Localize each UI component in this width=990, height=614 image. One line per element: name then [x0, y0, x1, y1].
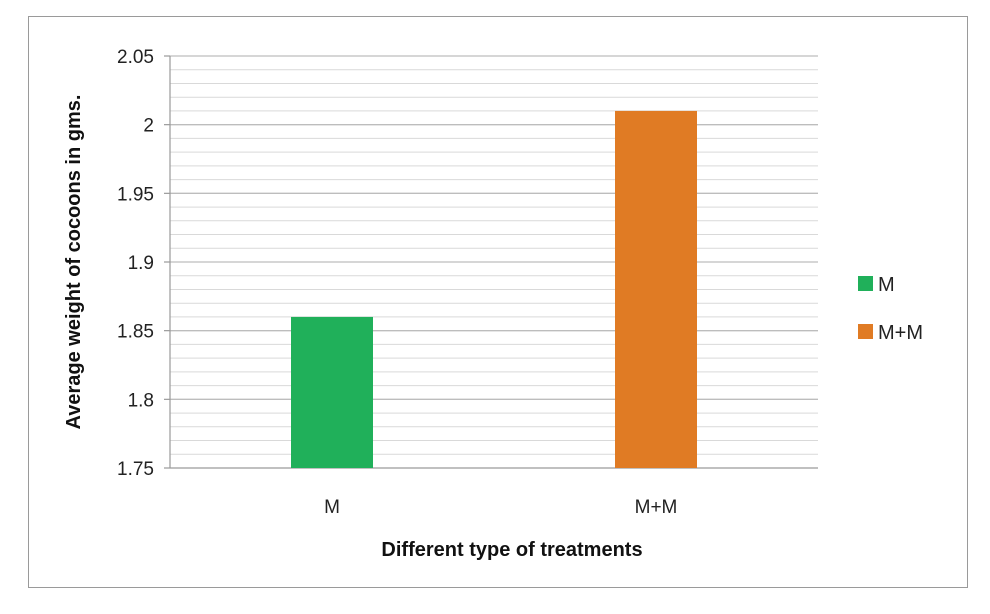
legend-label: M+M	[878, 322, 923, 344]
legend-label: M	[878, 274, 895, 296]
y-tick-label: 1.9	[128, 253, 154, 274]
axes	[164, 55, 818, 469]
y-tick-label: 1.85	[117, 322, 154, 343]
y-tick-label: 1.95	[117, 184, 154, 205]
y-axis-title: Average weight of cocoons in gms.	[63, 95, 85, 430]
y-tick-label: 1.8	[128, 390, 154, 411]
y-tick-label: 2	[143, 116, 154, 137]
y-tick-label: 2.05	[117, 47, 154, 68]
gridlines	[170, 55, 818, 455]
x-tick-label: M+M	[635, 497, 678, 518]
x-tick-labels: M M+M	[324, 497, 677, 518]
legend: M M+M	[858, 274, 923, 344]
x-axis-title: Different type of treatments	[381, 539, 642, 561]
bar-m-plus-m	[615, 110, 697, 468]
y-tick-label: 1.75	[117, 459, 154, 480]
legend-swatch	[858, 276, 873, 291]
bars	[291, 110, 697, 468]
y-tick-labels: 1.75 1.8 1.85 1.9 1.95 2 2.05	[117, 47, 154, 480]
bar-m	[291, 316, 373, 468]
x-tick-label: M	[324, 497, 340, 518]
legend-swatch	[858, 324, 873, 339]
